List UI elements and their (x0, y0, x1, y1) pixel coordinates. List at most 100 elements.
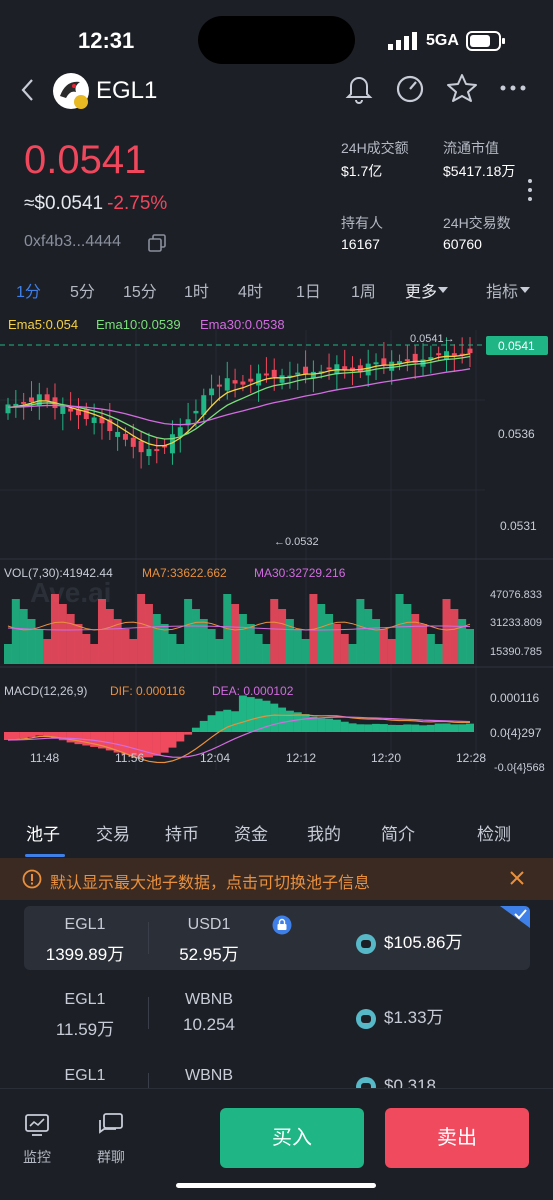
more-icon[interactable] (500, 84, 526, 92)
candle (232, 380, 238, 384)
tab-mine[interactable]: 我的 (307, 825, 341, 844)
tf-1d[interactable]: 1日 (296, 284, 321, 301)
candle (467, 348, 473, 354)
volume-bar (458, 619, 467, 664)
gauge-icon[interactable] (395, 74, 425, 104)
battery-icon (466, 31, 505, 51)
macd-bar (223, 709, 232, 732)
indicators-button[interactable]: 指标 (486, 284, 519, 301)
candle (99, 417, 105, 424)
ema30-line (7, 368, 471, 426)
macd-bar (129, 732, 138, 757)
macd-bar (152, 732, 161, 756)
tab-holders[interactable]: 持币 (165, 825, 199, 844)
candle (256, 373, 262, 386)
candle (91, 417, 97, 423)
back-icon[interactable] (20, 78, 36, 102)
tf-5m[interactable]: 5分 (70, 284, 95, 301)
x-tick: 11:56 (115, 751, 144, 765)
volume-bar (285, 619, 294, 664)
close-icon[interactable] (510, 871, 524, 885)
group-chat-icon[interactable] (98, 1113, 124, 1137)
volume-bar (215, 639, 224, 664)
kline-chart[interactable]: 0.0541 0.0536 0.0531 0.0541→ ←0.0532 Ave… (0, 330, 553, 775)
tab-pools[interactable]: 池子 (26, 825, 60, 844)
macd-bar (11, 732, 20, 740)
pool-amount-a: 1399.89万 (45, 945, 125, 964)
tf-15m[interactable]: 15分 (123, 284, 157, 301)
ema5-line (7, 353, 471, 447)
notice-bar[interactable] (0, 858, 553, 900)
pool-token-a[interactable]: EGL1 (64, 991, 106, 1008)
tab-trades[interactable]: 交易 (96, 825, 130, 844)
tab-intro[interactable]: 简介 (381, 825, 415, 844)
macd-bar (105, 732, 114, 751)
macd-bar (434, 723, 443, 732)
macd-y-tick: 0.0{4}297 (490, 726, 542, 740)
tf-more[interactable]: 更多 (405, 284, 438, 301)
volume-bars (4, 594, 474, 664)
macd-y-tick: 0.000116 (490, 691, 539, 705)
tf-1h[interactable]: 1时 (184, 284, 209, 301)
candle (459, 353, 465, 356)
volume-bar (254, 634, 263, 664)
star-icon[interactable] (446, 73, 478, 103)
tf-4h[interactable]: 4时 (238, 284, 263, 301)
tab-funds[interactable]: 资金 (234, 825, 268, 844)
candle (248, 378, 254, 382)
check-icon (500, 906, 530, 928)
macd-dif-label: DIF: 0.000116 (110, 684, 185, 698)
macd-bar (191, 727, 200, 732)
x-tick: 12:20 (371, 751, 401, 765)
vol-ma7-line (7, 621, 471, 631)
stat-label-volume: 24H成交额 (341, 140, 409, 156)
candle (295, 372, 301, 375)
bell-icon[interactable] (345, 74, 373, 104)
pool-row-selected[interactable] (24, 906, 530, 970)
group-chat-label[interactable]: 群聊 (97, 1149, 125, 1165)
volume-bar (387, 639, 396, 664)
candle (13, 403, 19, 407)
volume-bar (301, 639, 310, 664)
x-tick: 12:04 (200, 751, 230, 765)
lock-icon (272, 915, 292, 935)
y-tick-price: 0.0536 (498, 427, 535, 441)
macd-bar (379, 724, 388, 732)
volume-bar (262, 644, 271, 664)
macd-bar (27, 732, 36, 737)
candle (436, 353, 442, 356)
candle (146, 449, 152, 457)
monitor-icon[interactable] (25, 1114, 49, 1136)
macd-bar (74, 732, 83, 745)
sell-button[interactable]: 卖出 (385, 1108, 529, 1168)
macd-dif-line (7, 714, 471, 764)
ema10-label: Ema10:0.0539 (96, 317, 181, 332)
vol-label: VOL(7,30):41942.44 (4, 566, 113, 580)
tab-check[interactable]: 检测 (477, 825, 511, 844)
volume-bar (66, 614, 75, 664)
monitor-label[interactable]: 监控 (23, 1149, 51, 1165)
volume-bar (207, 629, 216, 664)
macd-bar (58, 732, 67, 741)
pool-token-a[interactable]: EGL1 (64, 1067, 106, 1084)
candle (263, 373, 269, 376)
candle (397, 361, 403, 364)
chevron-down-icon (520, 287, 530, 293)
macd-label: MACD(12,26,9) (4, 684, 87, 698)
home-indicator[interactable] (176, 1183, 376, 1188)
tf-1w[interactable]: 1周 (351, 284, 376, 301)
buy-button[interactable]: 买入 (220, 1108, 364, 1168)
macd-bar (411, 724, 420, 732)
volume-bar (129, 639, 138, 664)
stats-more-icon[interactable] (527, 178, 533, 202)
vol-ma30-label: MA30:32729.216 (254, 566, 346, 580)
tf-1m[interactable]: 1分 (16, 284, 41, 301)
macd-bar (207, 715, 216, 732)
macd-bar (160, 732, 169, 753)
macd-bar (184, 732, 193, 735)
volume-bar (4, 644, 12, 664)
copy-icon[interactable] (148, 234, 166, 252)
volume-bar (82, 634, 91, 664)
pool-amount-b: 10.254 (183, 1015, 235, 1034)
macd-bar (90, 732, 99, 747)
